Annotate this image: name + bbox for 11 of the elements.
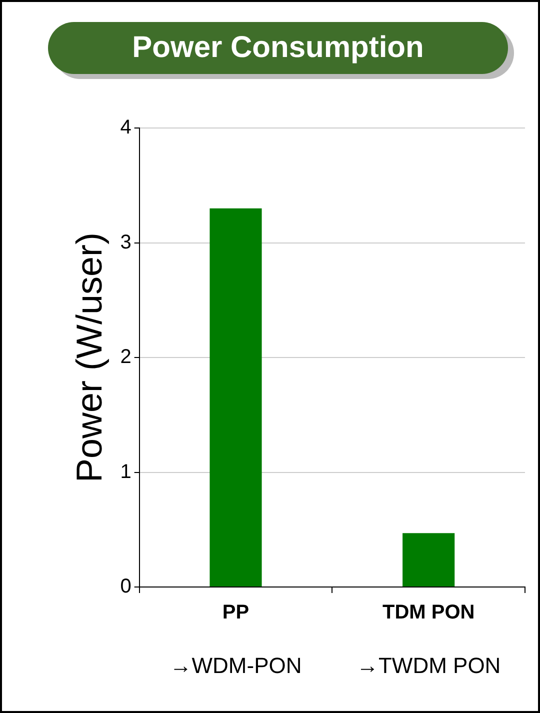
y-tick-label: 3	[120, 231, 132, 254]
chart-title: Power Consumption	[48, 22, 508, 74]
y-tick-label: 0	[120, 576, 132, 598]
y-tick-label: 1	[120, 460, 132, 483]
x-tick-label: PP	[222, 602, 250, 624]
y-axis-title: Power (W/user)	[68, 232, 110, 483]
text: →TWDM PON	[356, 653, 501, 678]
y-tick-label: 2	[120, 346, 132, 368]
text: →WDM-PON	[170, 653, 302, 678]
y-tick-label: 4	[120, 116, 132, 139]
x-tick-label: TDM PON	[382, 602, 475, 624]
